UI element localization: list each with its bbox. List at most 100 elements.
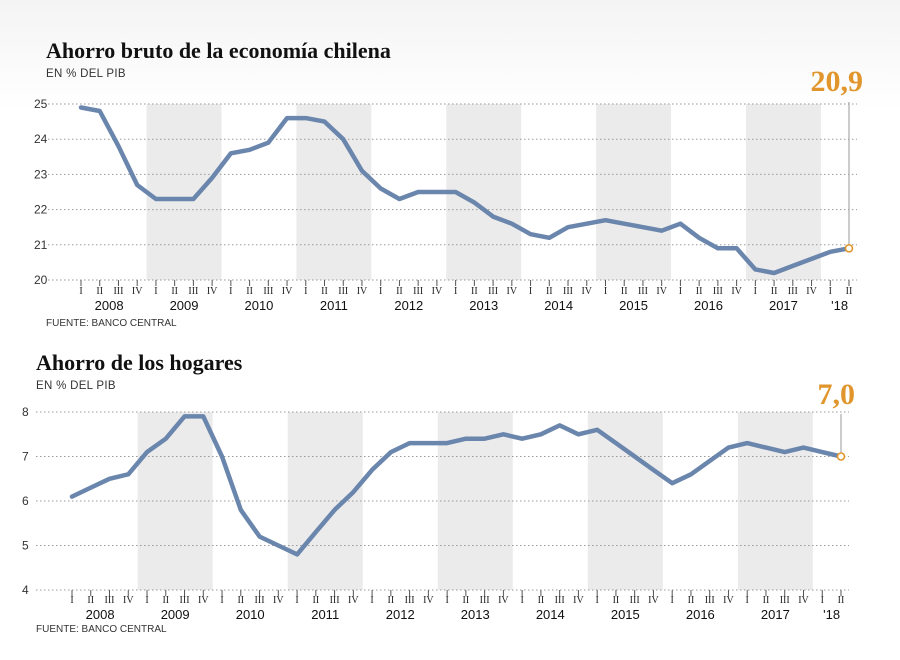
chart1-quarter-label: I [529, 286, 532, 297]
chart1-quarter-label: I [304, 286, 307, 297]
chart2-quarter-label: IV [648, 595, 659, 606]
chart1-year-label: 2011 [320, 298, 348, 313]
chart2-quarter-label: I [520, 595, 523, 606]
chart2-year-label: 2016 [686, 607, 715, 622]
chart1-y-tick-label: 24 [34, 132, 48, 146]
chart2-y-tick-label: 5 [22, 539, 29, 553]
chart1-quarter-label: IV [806, 286, 817, 297]
chart2-quarter-label: III [555, 595, 565, 606]
chart2-quarter-label: IV [273, 595, 284, 606]
chart2-quarter-label: III [630, 595, 640, 606]
chart2-quarter-label: III [480, 595, 490, 606]
chart2-quarter-label: IV [348, 595, 359, 606]
chart1-quarter-label: II [621, 286, 628, 297]
chart1-year-band-2015 [596, 104, 672, 280]
chart1-quarter-label: II [396, 286, 403, 297]
chart2-quarter-label: IV [423, 595, 434, 606]
chart1-quarter-label: III [638, 286, 648, 297]
chart1-quarter-label: IV [282, 286, 293, 297]
chart1-quarter-label: I [154, 286, 157, 297]
chart2-quarter-label: I [70, 595, 73, 606]
chart2-quarter-label: I [295, 595, 298, 606]
chart1-source: FUENTE: BANCO CENTRAL [46, 318, 177, 329]
chart2-source: FUENTE: BANCO CENTRAL [36, 624, 167, 635]
chart1-quarter-label: II [546, 286, 553, 297]
chart1-year-label: 2013 [469, 298, 498, 313]
chart1-quarter-label: IV [581, 286, 592, 297]
chart1-quarter-label: I [454, 286, 457, 297]
chart2-quarter-label: I [220, 595, 223, 606]
chart1-year-label: 2012 [394, 298, 423, 313]
chart1-y-tick-label: 25 [34, 97, 48, 111]
chart2-quarter-label: I [746, 595, 749, 606]
chart1-quarter-label: I [754, 286, 757, 297]
chart2-quarter-label: III [105, 595, 115, 606]
chart2-quarter-label: III [330, 595, 340, 606]
chart1-year-band-2017 [745, 104, 821, 280]
chart1-quarter-label: IV [132, 286, 143, 297]
chart2-quarter-label: III [780, 595, 790, 606]
chart1-highlight-value: 20,9 [811, 65, 864, 98]
chart2-year-label: 2011 [311, 607, 339, 622]
chart1-quarter-label: II [771, 286, 778, 297]
chart2-quarter-label: IV [573, 595, 584, 606]
chart1-quarter-label: III [263, 286, 273, 297]
chart1-y-tick-label: 23 [34, 167, 48, 181]
chart1-year-band-2009 [146, 104, 222, 280]
chart1-quarter-label: III [488, 286, 498, 297]
chart2-last-point [836, 452, 846, 461]
chart1-quarter-label: I [679, 286, 682, 297]
chart1-quarter-label: I [604, 286, 607, 297]
chart1-year-label: 2014 [544, 298, 573, 313]
chart2-year-label: 2017 [761, 607, 790, 622]
chart1-quarter-label: II [246, 286, 253, 297]
chart1-quarter-label: III [188, 286, 198, 297]
chart1-quarter-label: IV [731, 286, 742, 297]
chart2-year-label: 2009 [161, 607, 190, 622]
chart1-quarter-label: IV [207, 286, 218, 297]
chart2-quarter-label: III [705, 595, 715, 606]
chart1-year-label: 2008 [95, 298, 124, 313]
chart2-quarter-label: II [463, 595, 470, 606]
chart1-quarter-label: III [338, 286, 348, 297]
chart2-quarter-label: I [145, 595, 148, 606]
chart2-subtitle: EN % DEL PIB [36, 380, 116, 392]
chart2-quarter-label: III [405, 595, 415, 606]
chart1-quarter-label: II [696, 286, 703, 297]
chart2-quarter-label: II [312, 595, 319, 606]
chart1-quarter-label: III [113, 286, 123, 297]
chart1-quarter-label: II [471, 286, 478, 297]
chart1-quarter-label: III [413, 286, 423, 297]
chart1-year-label: 2009 [170, 298, 199, 313]
chart1-quarter-label: III [713, 286, 723, 297]
chart1-quarter-label: IV [507, 286, 518, 297]
chart1-title: Ahorro bruto de la economía chilena [46, 38, 391, 63]
chart2-quarter-label: IV [198, 595, 209, 606]
chart2-quarter-label: II [538, 595, 545, 606]
chart2-y-tick-label: 7 [22, 450, 29, 464]
chart1-year-label: 2010 [244, 298, 273, 313]
chart1-y-tick-label: 21 [34, 238, 48, 252]
chart2-quarter-label: II [838, 595, 845, 606]
chart2-quarter-label: IV [798, 595, 809, 606]
chart2-quarter-label: I [595, 595, 598, 606]
chart2-quarter-label: III [255, 595, 265, 606]
chart2-title: Ahorro de los hogares [36, 350, 243, 375]
chart2-year-label: 2012 [386, 607, 415, 622]
chart2-quarter-label: IV [723, 595, 734, 606]
chart2-quarter-label: II [688, 595, 695, 606]
chart1-series-line [78, 105, 852, 276]
chart2-year-label: 2013 [461, 607, 490, 622]
chart1-quarter-label: I [229, 286, 232, 297]
chart2-y-tick-label: 6 [22, 494, 29, 508]
chart2-quarter-label: II [162, 595, 169, 606]
chart1-last-point [844, 244, 854, 253]
chart1-quarter-label: IV [432, 286, 443, 297]
chart1-year-label: '18 [831, 298, 848, 313]
chart1-year-label: 2016 [694, 298, 723, 313]
chart2-year-label: 2014 [536, 607, 565, 622]
chart1-quarter-label: III [563, 286, 573, 297]
chart1-subtitle: EN % DEL PIB [46, 68, 126, 80]
